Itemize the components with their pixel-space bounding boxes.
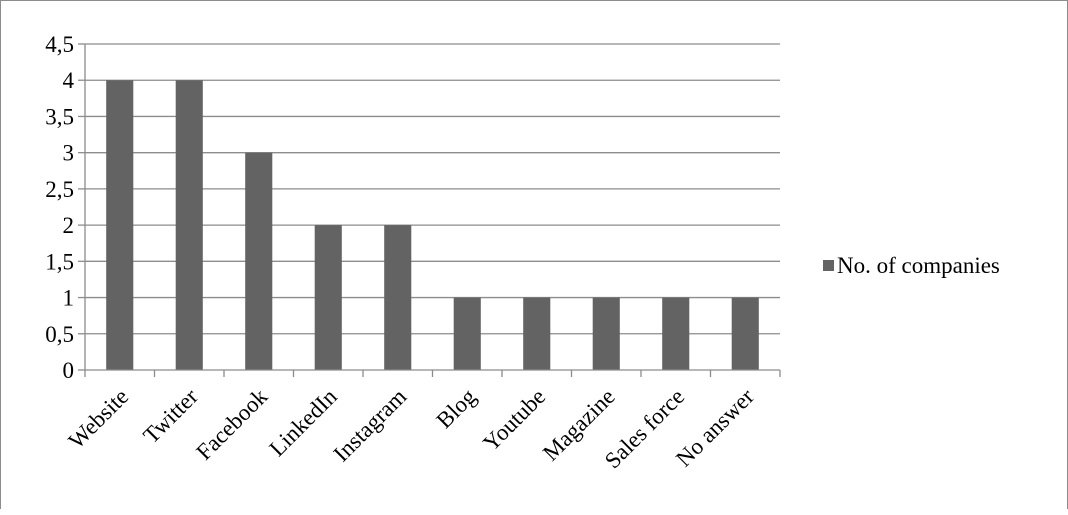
y-tick-label: 1 [63, 286, 75, 311]
x-tick-label: Instagram [329, 384, 412, 467]
x-tick-label: Website [64, 384, 134, 454]
legend-label: No. of companies [837, 253, 1000, 278]
bar [731, 297, 759, 370]
bar [314, 225, 342, 370]
y-tick-label: 2,5 [45, 177, 74, 202]
y-tick-label: 4 [63, 68, 75, 93]
bar [175, 80, 203, 370]
axes [78, 43, 781, 377]
bar [245, 152, 273, 370]
y-tick-label: 0,5 [45, 322, 74, 347]
y-tick-label: 0 [63, 358, 75, 383]
y-tick-label: 3,5 [45, 104, 74, 129]
legend-swatch [823, 260, 834, 271]
y-tick-label: 3 [63, 141, 75, 166]
bar [384, 225, 412, 370]
bar [523, 297, 551, 370]
y-tick-label: 1,5 [45, 249, 74, 274]
x-tick-label: Twitter [138, 384, 203, 449]
legend: No. of companies [823, 253, 1000, 278]
bar [453, 297, 481, 370]
y-tick-labels: 0 0,5 1 1,5 2 2,5 3 3,5 4 4,5 [45, 32, 74, 383]
x-tick-label: Facebook [191, 384, 272, 465]
bar [592, 297, 620, 370]
bar [662, 297, 690, 370]
x-tick-label: Blog [431, 384, 481, 434]
bars [106, 80, 759, 370]
y-tick-label: 2 [63, 213, 75, 238]
bar [106, 80, 134, 370]
y-tick-label: 4,5 [45, 32, 74, 57]
